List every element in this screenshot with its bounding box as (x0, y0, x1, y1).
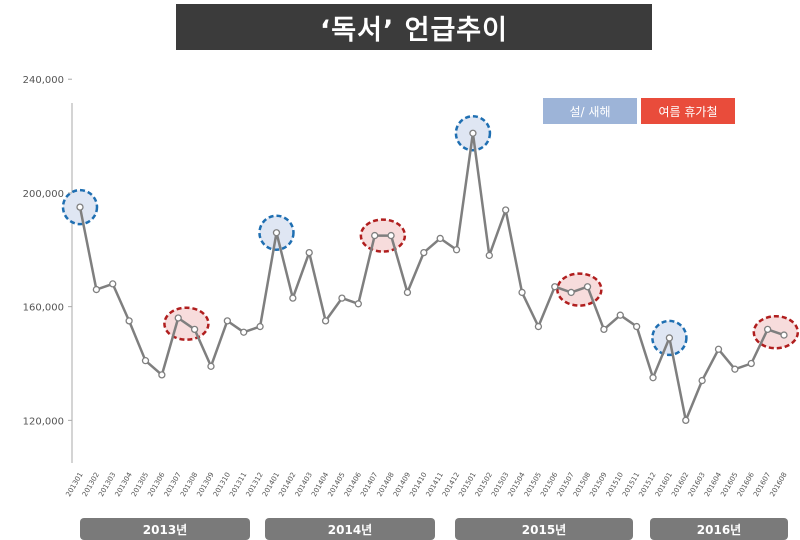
data-point (534, 322, 543, 331)
data-point (502, 206, 510, 214)
data-point (207, 362, 215, 370)
data-point (682, 416, 690, 425)
data-point (600, 325, 608, 334)
data-point (92, 285, 101, 294)
legend-newyear-label: 설/ 새해 (569, 104, 611, 119)
data-point (485, 251, 493, 260)
data-point (420, 248, 428, 257)
chart-title: ‘독서’ 언급추이 (176, 4, 652, 50)
data-point (272, 229, 281, 237)
data-point (289, 294, 297, 302)
y-tick-label: 120,000 (23, 416, 64, 427)
data-point (158, 371, 166, 379)
data-point (338, 294, 346, 302)
data-point (665, 334, 674, 342)
data-point (76, 203, 84, 211)
series-line (78, 131, 785, 422)
data-point (633, 322, 641, 331)
data-point (583, 283, 592, 291)
year-label-2016: 2016년 (650, 518, 788, 540)
data-point (403, 288, 412, 297)
data-point (354, 300, 362, 308)
data-point (256, 322, 264, 331)
data-point (649, 374, 657, 382)
y-tick-label: 200,000 (23, 189, 64, 200)
data-point (469, 129, 477, 137)
data-point (190, 325, 199, 334)
year-label-2014: 2014년 (265, 518, 435, 540)
data-point (714, 345, 723, 353)
legend-summer: 여름 휴가철 (641, 98, 735, 124)
data-point (763, 325, 772, 334)
y-tick-label: 160,000 (23, 303, 64, 314)
data-point (616, 311, 624, 319)
data-point (452, 246, 461, 254)
data-point (223, 317, 231, 325)
data-point (141, 357, 150, 365)
year-label-2015: 2015년 (455, 518, 633, 540)
data-point (321, 317, 330, 325)
data-point (305, 248, 313, 257)
data-point (109, 280, 117, 288)
data-point (731, 365, 739, 373)
y-tick-label: 240,000 (23, 75, 64, 86)
data-point (567, 288, 575, 297)
data-point (125, 317, 133, 325)
legend-newyear: 설/ 새해 (543, 98, 637, 124)
data-point (174, 314, 182, 322)
data-point (518, 288, 526, 297)
data-point (780, 331, 788, 339)
year-label-2013: 2013년 (80, 518, 250, 540)
data-point (387, 231, 395, 240)
data-point (551, 283, 559, 291)
data-point (371, 231, 379, 240)
data-point (747, 359, 755, 368)
data-point (240, 328, 248, 336)
data-point (698, 376, 706, 385)
legend-summer-label: 여름 휴가철 (658, 104, 718, 119)
data-point (436, 234, 444, 243)
